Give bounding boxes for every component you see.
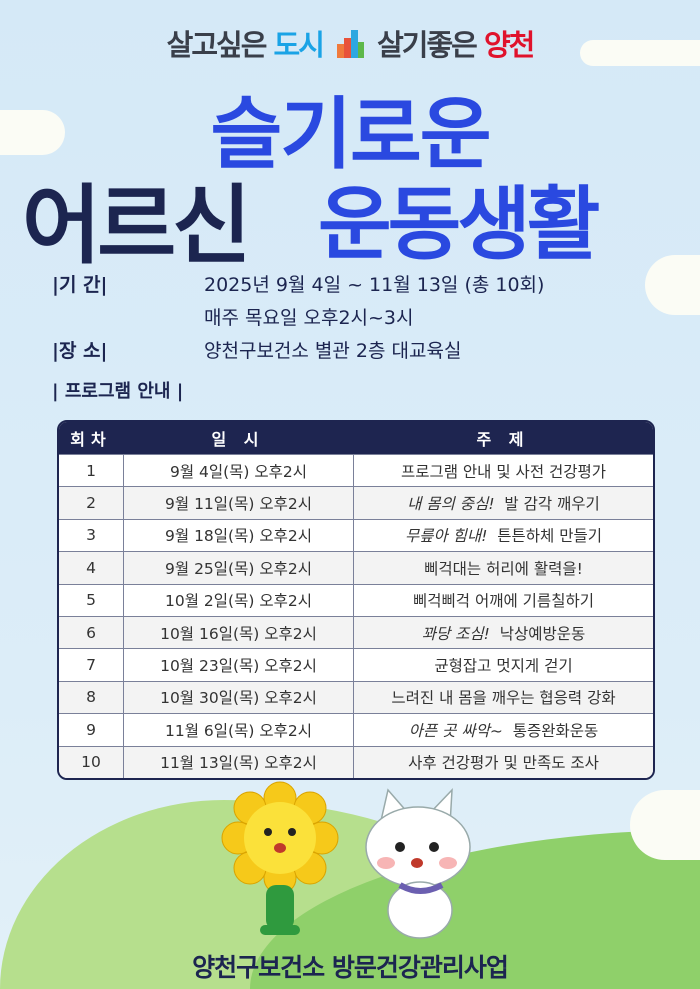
session-date: 10월 30일(목) 오후2시 xyxy=(123,680,353,714)
session-topic: 삐걱삐걱 어깨에 기름칠하기 xyxy=(353,583,653,616)
session-topic: 삐걱대는 허리에 활력을! xyxy=(353,551,653,584)
slogan-text: 살고싶은 xyxy=(166,28,268,62)
slogan-text: 살기좋은 xyxy=(377,28,478,62)
session-no: 6 xyxy=(59,615,123,649)
session-topic: 균형잡고 멋지게 걷기 xyxy=(353,648,653,681)
topic-text: 느려진 내 몸을 깨우는 협응력 강화 xyxy=(391,689,616,708)
building-logo-icon xyxy=(337,30,364,58)
topic-text: 발 감각 깨우기 xyxy=(504,495,600,514)
place-value: 양천구보건소 별관 2층 대교육실 xyxy=(204,340,462,362)
topic-text: 사후 건강평가 및 만족도 조사 xyxy=(408,754,599,773)
session-no: 1 xyxy=(59,454,123,486)
white-cat-character xyxy=(365,788,471,939)
topic-text: 튼튼하체 만들기 xyxy=(497,527,603,546)
session-date: 11월 6일(목) 오후2시 xyxy=(123,713,353,746)
title-line2b: 운동생활 xyxy=(318,178,600,271)
session-topic: 꽈당 조심! 낙상예방운동 xyxy=(353,615,653,649)
table-row: 4 9월 25일(목) 오후2시 삐걱대는 허리에 활력을! xyxy=(59,551,653,584)
session-date: 9월 25일(목) 오후2시 xyxy=(123,551,353,584)
cloud-bottom-right xyxy=(630,790,700,860)
session-date: 11월 13일(목) 오후2시 xyxy=(123,745,353,778)
session-topic: 프로그램 안내 및 사전 건강평가 xyxy=(353,454,653,487)
period-row2: 매주 목요일 오후2시~3시 xyxy=(52,303,414,330)
session-no: 9 xyxy=(59,713,123,745)
period-label: |기 간| xyxy=(52,274,108,296)
table-row: 2 9월 11일(목) 오후2시 내 몸의 중심! 발 감각 깨우기 xyxy=(59,486,653,519)
table-row: 5 10월 2일(목) 오후2시 삐걱삐걱 어깨에 기름칠하기 xyxy=(59,583,653,616)
footer-organization: 양천구보건소 방문건강관리사업 xyxy=(192,953,509,982)
session-date: 10월 16일(목) 오후2시 xyxy=(123,615,353,649)
place-row: |장 소| 양천구보건소 별관 2층 대교육실 xyxy=(52,336,461,363)
session-date: 9월 11일(목) 오후2시 xyxy=(123,486,353,519)
topic-text: 균형잡고 멋지게 걷기 xyxy=(434,657,573,676)
period-value: 2025년 9월 4일 ~ 11월 13일 (총 10회) xyxy=(204,274,545,296)
topic-text: 삐걱대는 허리에 활력을! xyxy=(424,559,583,578)
title-line1: 슬기로운 xyxy=(210,90,491,180)
topic-emphasis: 무릎아 힘내! xyxy=(404,527,488,546)
cloud-right xyxy=(645,255,700,315)
topic-emphasis: 꽈당 조심! xyxy=(421,624,490,643)
session-no: 5 xyxy=(59,583,123,616)
session-no: 10 xyxy=(59,745,123,778)
topic-text: 낙상예방운동 xyxy=(499,624,586,643)
session-no: 2 xyxy=(59,486,123,519)
session-topic: 사후 건강평가 및 만족도 조사 xyxy=(353,745,653,778)
session-no: 3 xyxy=(59,518,123,551)
cloud-right-top xyxy=(580,40,700,66)
period-value2: 매주 목요일 오후2시~3시 xyxy=(204,307,414,329)
slogan-name: 양천 xyxy=(483,28,535,62)
slogan: 살고싶은 도시 살기좋은 양천 xyxy=(0,22,700,64)
session-topic: 내 몸의 중심! 발 감각 깨우기 xyxy=(353,486,653,519)
session-topic: 무릎아 힘내! 튼튼하체 만들기 xyxy=(353,518,653,552)
session-no: 8 xyxy=(59,680,123,714)
session-topic: 아픈 곳 싸악~ 통증완화운동 xyxy=(353,713,653,746)
header-topic: 주 제 xyxy=(353,422,653,454)
header-no: 회차 xyxy=(59,422,123,454)
program-table: 회차 일 시 주 제 1 9월 4일(목) 오후2시 프로그램 안내 및 사전 … xyxy=(57,420,655,780)
program-section-title: | 프로그램 안내 | xyxy=(52,381,184,402)
table-row: 3 9월 18일(목) 오후2시 무릎아 힘내! 튼튼하체 만들기 xyxy=(59,518,653,552)
session-no: 4 xyxy=(59,551,123,584)
session-date: 9월 18일(목) 오후2시 xyxy=(123,518,353,552)
topic-text: 프로그램 안내 및 사전 건강평가 xyxy=(400,462,607,481)
session-date: 10월 2일(목) 오후2시 xyxy=(123,583,353,616)
table-row: 1 9월 4일(목) 오후2시 프로그램 안내 및 사전 건강평가 xyxy=(59,454,653,487)
header-date: 일 시 xyxy=(123,422,353,454)
session-date: 10월 23일(목) 오후2시 xyxy=(123,648,353,681)
session-no: 7 xyxy=(59,648,123,680)
topic-text: 통증완화운동 xyxy=(512,721,599,740)
period-row: |기 간| 2025년 9월 4일 ~ 11월 13일 (총 10회) xyxy=(52,270,544,297)
topic-emphasis: 아픈 곳 싸악~ xyxy=(408,721,503,740)
table-row: 6 10월 16일(목) 오후2시 꽈당 조심! 낙상예방운동 xyxy=(59,615,653,649)
topic-emphasis: 내 몸의 중심! xyxy=(407,495,495,514)
table-row: 10 11월 13일(목) 오후2시 사후 건강평가 및 만족도 조사 xyxy=(59,745,653,778)
title-line2a: 어르신 xyxy=(22,176,251,276)
session-topic: 느려진 내 몸을 깨우는 협응력 강화 xyxy=(353,680,653,714)
slogan-city: 도시 xyxy=(273,28,325,62)
table-row: 9 11월 6일(목) 오후2시 아픈 곳 싸악~ 통증완화운동 xyxy=(59,713,653,746)
topic-text: 삐걱삐걱 어깨에 기름칠하기 xyxy=(413,592,594,611)
cloud-left xyxy=(0,110,65,155)
table-row: 7 10월 23일(목) 오후2시 균형잡고 멋지게 걷기 xyxy=(59,648,653,681)
session-date: 9월 4일(목) 오후2시 xyxy=(123,454,353,487)
table-row: 8 10월 30일(목) 오후2시 느려진 내 몸을 깨우는 협응력 강화 xyxy=(59,680,653,714)
place-label: |장 소| xyxy=(52,340,108,362)
sunflower-character xyxy=(221,781,339,935)
